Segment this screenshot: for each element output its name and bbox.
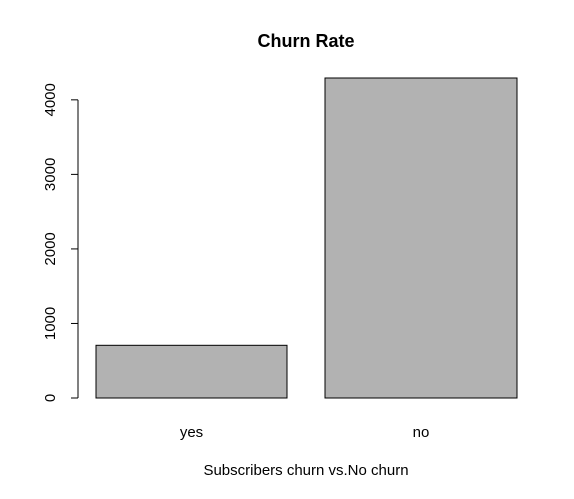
y-tick-label: 0 <box>42 394 59 402</box>
y-tick-label: 2000 <box>42 232 59 265</box>
y-tick-label: 3000 <box>42 158 59 191</box>
y-axis: 0 1000 2000 3000 4000 <box>42 83 79 402</box>
y-tick-label: 4000 <box>42 83 59 116</box>
x-axis-title: Subscribers churn vs.No churn <box>203 462 408 479</box>
x-tick-label-no: no <box>413 424 430 441</box>
x-tick-labels: yes no <box>180 424 430 441</box>
bar-yes <box>95 344 288 399</box>
x-tick-label-yes: yes <box>180 424 203 441</box>
chart-title: Churn Rate <box>257 31 354 51</box>
bar-no <box>324 77 518 399</box>
y-tick-label: 1000 <box>42 307 59 340</box>
bars-group <box>95 77 518 399</box>
